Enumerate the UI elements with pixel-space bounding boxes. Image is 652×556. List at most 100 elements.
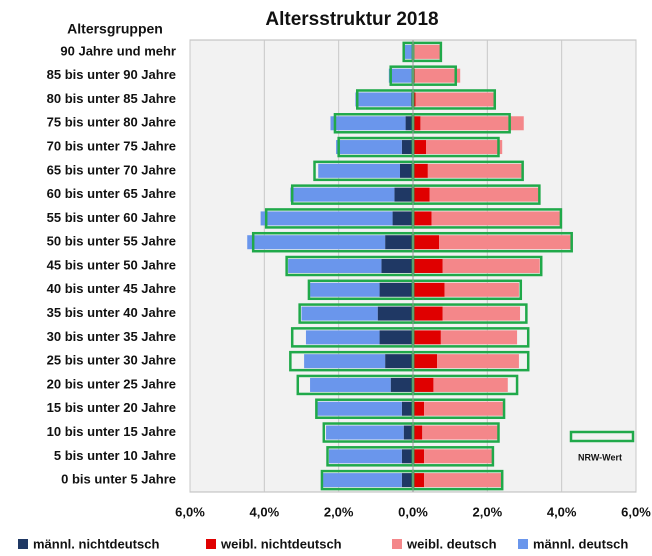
bar: [413, 377, 434, 392]
bar: [413, 140, 427, 155]
legend-swatch: [18, 539, 28, 549]
y-tick-label: 35 bis unter 40 Jahre: [47, 305, 176, 320]
bar: [431, 211, 561, 226]
bar: [420, 116, 524, 131]
x-tick-label: 4,0%: [250, 504, 280, 519]
bar: [355, 92, 412, 107]
y-tick-label: 40 bis unter 45 Jahre: [47, 281, 176, 296]
bar: [385, 235, 413, 250]
legend-swatch: [518, 539, 528, 549]
bar: [413, 259, 443, 273]
bar: [440, 330, 518, 345]
x-tick-label: 6,0%: [621, 504, 651, 519]
y-tick-label: 75 bis unter 80 Jahre: [47, 115, 176, 130]
bar: [379, 282, 413, 297]
bar: [413, 354, 438, 369]
nrw-legend-label: NRW-Wert: [578, 452, 622, 462]
bar: [424, 473, 502, 488]
bar: [437, 354, 519, 369]
bar: [413, 235, 440, 250]
bar: [414, 44, 442, 59]
bar: [401, 140, 413, 155]
bar: [426, 140, 503, 155]
bar: [385, 354, 413, 369]
y-tick-label: 15 bis unter 20 Jahre: [47, 400, 176, 415]
y-tick-label: 90 Jahre und mehr: [60, 43, 176, 58]
bar: [442, 259, 540, 273]
bar: [413, 449, 425, 464]
y-tick-label: 60 bis unter 65 Jahre: [47, 186, 176, 201]
bar: [429, 187, 540, 202]
y-tick-label: 20 bis unter 25 Jahre: [47, 376, 176, 391]
bar: [403, 425, 413, 440]
x-tick-label: 0,0%: [398, 504, 428, 519]
y-tick-label: 5 bis unter 10 Jahre: [54, 448, 176, 463]
y-tick-label: 80 bis unter 85 Jahre: [47, 91, 176, 106]
chart-title: Altersstruktur 2018: [265, 9, 438, 30]
bar: [290, 187, 395, 202]
legend-label: weibl. deutsch: [406, 536, 497, 551]
bar: [329, 449, 402, 464]
bar: [247, 235, 386, 250]
x-tick-label: 2,0%: [473, 504, 503, 519]
bar: [401, 449, 413, 464]
bar: [260, 211, 393, 226]
bar: [305, 330, 380, 345]
x-tick-label: 2,0%: [324, 504, 354, 519]
legend-label: männl. nichtdeutsch: [33, 536, 159, 551]
bar: [413, 401, 425, 416]
bar: [405, 116, 413, 131]
bar: [381, 259, 413, 273]
bar: [401, 473, 413, 488]
bar: [310, 377, 391, 392]
y-tick-label: 45 bis unter 50 Jahre: [47, 257, 176, 272]
legend-swatch: [392, 539, 402, 549]
bar: [413, 211, 432, 226]
bar: [318, 163, 400, 178]
bar: [392, 211, 413, 226]
y-tick-label: 50 bis unter 55 Jahre: [47, 234, 176, 249]
bar: [379, 330, 413, 345]
bar: [288, 259, 382, 273]
bar: [433, 377, 508, 392]
bar: [413, 306, 443, 321]
bar: [413, 187, 430, 202]
bar: [413, 92, 416, 107]
bar: [442, 306, 521, 321]
bar: [413, 330, 441, 345]
bar: [323, 473, 402, 488]
bar: [401, 401, 413, 416]
bar: [424, 401, 505, 416]
legend-swatch: [206, 539, 216, 549]
y-tick-label: 85 bis unter 90 Jahre: [47, 67, 176, 82]
bar: [413, 116, 421, 131]
bar: [414, 68, 461, 83]
bar: [304, 354, 386, 369]
bar: [336, 140, 402, 155]
bar: [390, 377, 413, 392]
x-tick-label: 6,0%: [175, 504, 205, 519]
bar: [330, 116, 406, 131]
bar: [326, 425, 404, 440]
nrw-legend-swatch: [569, 430, 635, 443]
bar: [439, 235, 572, 250]
bar: [444, 282, 519, 297]
y-tick-label: 55 bis unter 60 Jahre: [47, 210, 176, 225]
bar: [394, 187, 413, 202]
y-axis-title: Altersgruppen: [67, 21, 163, 37]
bar: [301, 306, 378, 321]
y-tick-label: 65 bis unter 70 Jahre: [47, 162, 176, 177]
bar: [427, 163, 523, 178]
bar: [399, 163, 413, 178]
y-tick-label: 70 bis unter 75 Jahre: [47, 138, 176, 153]
bar: [388, 68, 412, 83]
x-tick-label: 4,0%: [547, 504, 577, 519]
bar: [413, 163, 428, 178]
y-tick-label: 30 bis unter 35 Jahre: [47, 329, 176, 344]
bar: [413, 282, 445, 297]
bar: [413, 425, 423, 440]
bar: [317, 401, 402, 416]
y-tick-label: 10 bis unter 15 Jahre: [47, 424, 176, 439]
y-tick-label: 25 bis unter 30 Jahre: [47, 353, 176, 368]
